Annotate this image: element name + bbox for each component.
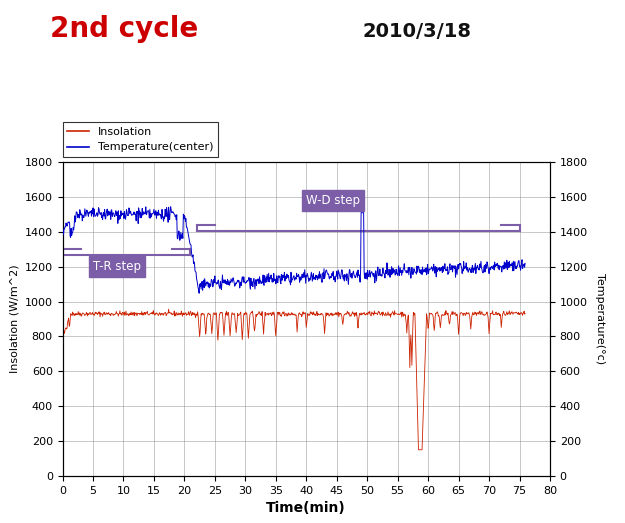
Y-axis label: Insolation (W/m^2): Insolation (W/m^2) (9, 265, 19, 373)
Text: 2nd cycle: 2nd cycle (50, 15, 198, 42)
Legend: Insolation, Temperature(center): Insolation, Temperature(center) (62, 122, 218, 157)
X-axis label: Time(min): Time(min) (266, 501, 346, 515)
Text: 2010/3/18: 2010/3/18 (362, 21, 471, 41)
Text: T-R step: T-R step (93, 260, 141, 273)
Text: W-D step: W-D step (306, 194, 360, 207)
Y-axis label: Temperature(°c): Temperature(°c) (594, 274, 604, 365)
